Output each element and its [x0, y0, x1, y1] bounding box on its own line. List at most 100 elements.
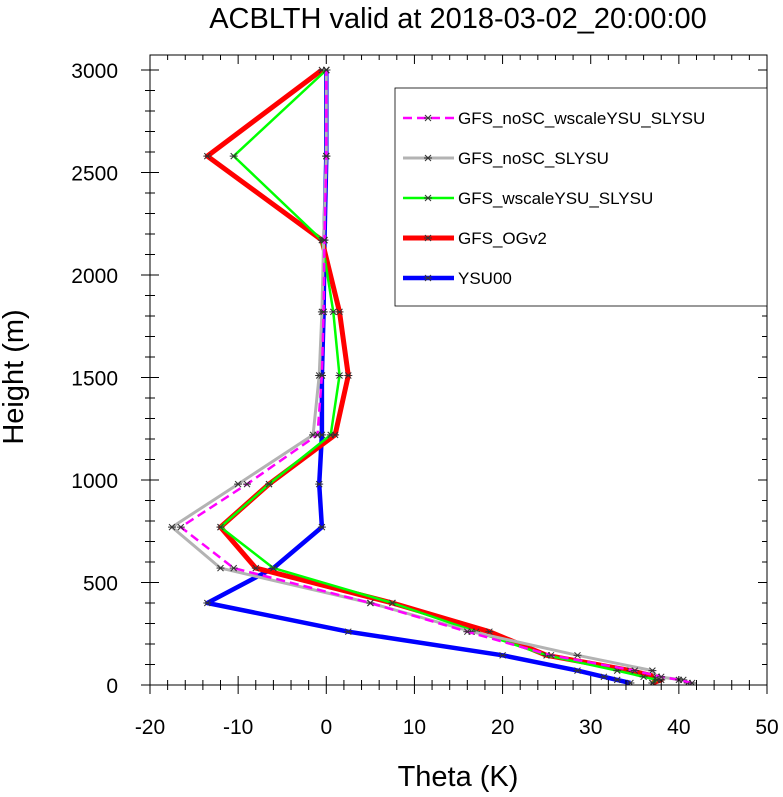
data-point-gfs-nosc-wscaleysu-slysu-9 — [243, 480, 251, 488]
data-point-gfs-nosc-wscaleysu-slysu-12 — [319, 308, 328, 316]
data-point-gfs-nosc-slysu-8 — [168, 523, 176, 531]
legend-marker-ysu00 — [424, 274, 432, 282]
marker-stroke — [203, 599, 211, 607]
data-point-gfs-wscaleysu-slysu-9 — [265, 480, 273, 488]
legend-marker-gfs-ogv2 — [424, 234, 432, 242]
data-point-gfs-wscaleysu-slysu-2 — [639, 673, 648, 681]
data-point-ysu00-4 — [498, 651, 507, 659]
marker-stroke — [574, 651, 581, 659]
marker-stroke — [329, 308, 337, 316]
marker-stroke — [367, 599, 374, 607]
marker-stroke — [344, 628, 352, 636]
legend-marker-gfs-nosc-slysu — [424, 154, 432, 162]
data-point-gfs-nosc-wscaleysu-slysu-7 — [229, 564, 238, 572]
y-tick-label: 3000 — [71, 60, 118, 83]
data-point-gfs-nosc-slysu-9 — [234, 480, 243, 488]
legend-label-gfs-wscaleysu-slysu: GFS_wscaleYSU_SLYSU — [458, 189, 653, 208]
data-point-gfs-nosc-wscaleysu-slysu-5 — [463, 628, 472, 636]
data-point-gfs-nosc-wscaleysu-slysu-2 — [657, 673, 666, 681]
marker-stroke — [424, 194, 432, 202]
marker-stroke — [499, 651, 506, 659]
marker-stroke — [217, 523, 224, 531]
marker-stroke — [265, 480, 273, 488]
data-point-gfs-nosc-slysu-3 — [648, 667, 657, 674]
data-point-gfs-wscaleysu-slysu-0 — [648, 679, 657, 685]
data-point-ysu00-0 — [626, 679, 635, 685]
data-point-gfs-wscaleysu-slysu-8 — [216, 523, 225, 531]
plot-area — [168, 66, 697, 685]
marker-stroke — [424, 154, 432, 162]
data-point-ysu00-1 — [613, 676, 622, 684]
marker-stroke — [574, 667, 581, 674]
marker-stroke — [318, 372, 326, 379]
series-line-gfs-wscaleysu-slysu — [219, 69, 659, 685]
data-point-gfs-nosc-wscaleysu-slysu-8 — [176, 523, 185, 531]
data-point-gfs-nosc-wscaleysu-slysu-13 — [320, 236, 329, 244]
marker-stroke — [234, 480, 242, 488]
data-point-ysu00-8 — [317, 523, 326, 531]
data-point-gfs-wscaleysu-slysu-6 — [388, 599, 397, 607]
marker-stroke — [230, 564, 238, 572]
legend: GFS_noSC_wscaleYSU_SLYSU GFS_noSC_SLYSU GF… — [394, 87, 768, 307]
marker-stroke — [649, 667, 656, 674]
marker-stroke — [322, 66, 330, 74]
plot-frame — [149, 54, 768, 686]
data-point-gfs-nosc-wscaleysu-slysu-14 — [322, 152, 331, 160]
marker-stroke — [649, 679, 656, 685]
data-point-ysu00-5 — [344, 628, 353, 636]
marker-stroke — [243, 480, 251, 488]
marker-stroke — [336, 308, 343, 316]
marker-stroke — [424, 274, 432, 282]
x-tick-label: -10 — [223, 716, 253, 739]
series-line-gfs-nosc-slysu — [170, 70, 689, 685]
marker-stroke — [547, 651, 555, 659]
y-tick-label: 2500 — [71, 163, 118, 186]
y-tick-label: 1500 — [71, 368, 118, 391]
marker-stroke — [321, 236, 328, 244]
y-tick-label: 1000 — [71, 470, 118, 493]
data-point-gfs-nosc-wscaleysu-slysu-6 — [366, 599, 375, 607]
data-point-ysu00-2 — [599, 673, 608, 681]
data-point-gfs-nosc-slysu-7 — [216, 564, 225, 572]
data-point-gfs-ogv2-14 — [203, 152, 212, 160]
x-axis-title: Theta (K) — [398, 761, 519, 793]
marker-stroke — [424, 234, 432, 242]
marker-stroke — [314, 431, 321, 439]
data-point-gfs-wscaleysu-slysu-10 — [326, 431, 335, 439]
data-point-ysu00-3 — [573, 667, 582, 674]
data-point-gfs-ogv2-11 — [344, 372, 353, 379]
marker-stroke — [168, 523, 176, 531]
x-tick-label: 50 — [755, 716, 778, 739]
x-tick-label: -20 — [135, 716, 165, 739]
marker-stroke — [320, 308, 327, 316]
marker-stroke — [336, 372, 343, 379]
y-axis-title: Height (m) — [0, 309, 30, 444]
legend-label-gfs-ogv2: GFS_OGv2 — [458, 229, 547, 248]
legend-marker-gfs-nosc-wscaleysu-slysu — [424, 114, 432, 122]
x-tick-label: 10 — [403, 716, 426, 739]
x-tick-label: 30 — [579, 716, 602, 739]
marker-stroke — [613, 676, 621, 684]
data-point-gfs-nosc-wscaleysu-slysu-4 — [547, 651, 555, 659]
data-point-gfs-wscaleysu-slysu-14 — [229, 152, 238, 160]
marker-stroke — [689, 679, 696, 685]
marker-stroke — [627, 679, 634, 685]
marker-stroke — [327, 431, 335, 439]
series-line-gfs-nosc-wscaleysu-slysu — [179, 70, 693, 685]
y-tick-label: 0 — [106, 675, 118, 698]
legend-marker-gfs-wscaleysu-slysu — [424, 194, 432, 202]
marker-stroke — [424, 114, 432, 122]
legend-label-gfs-nosc-slysu: GFS_noSC_SLYSU — [458, 149, 609, 168]
data-point-gfs-wscaleysu-slysu-7 — [269, 564, 278, 572]
x-tick-label: 40 — [667, 716, 690, 739]
marker-stroke — [322, 152, 330, 160]
marker-stroke — [640, 673, 647, 681]
data-point-gfs-nosc-wscaleysu-slysu-15 — [322, 66, 331, 74]
data-point-gfs-ogv2-7 — [251, 564, 260, 572]
y-tick-label: 2000 — [71, 265, 118, 288]
marker-stroke — [344, 372, 352, 379]
data-point-gfs-wscaleysu-slysu-11 — [335, 372, 344, 379]
marker-stroke — [252, 564, 260, 572]
marker-stroke — [657, 673, 665, 681]
